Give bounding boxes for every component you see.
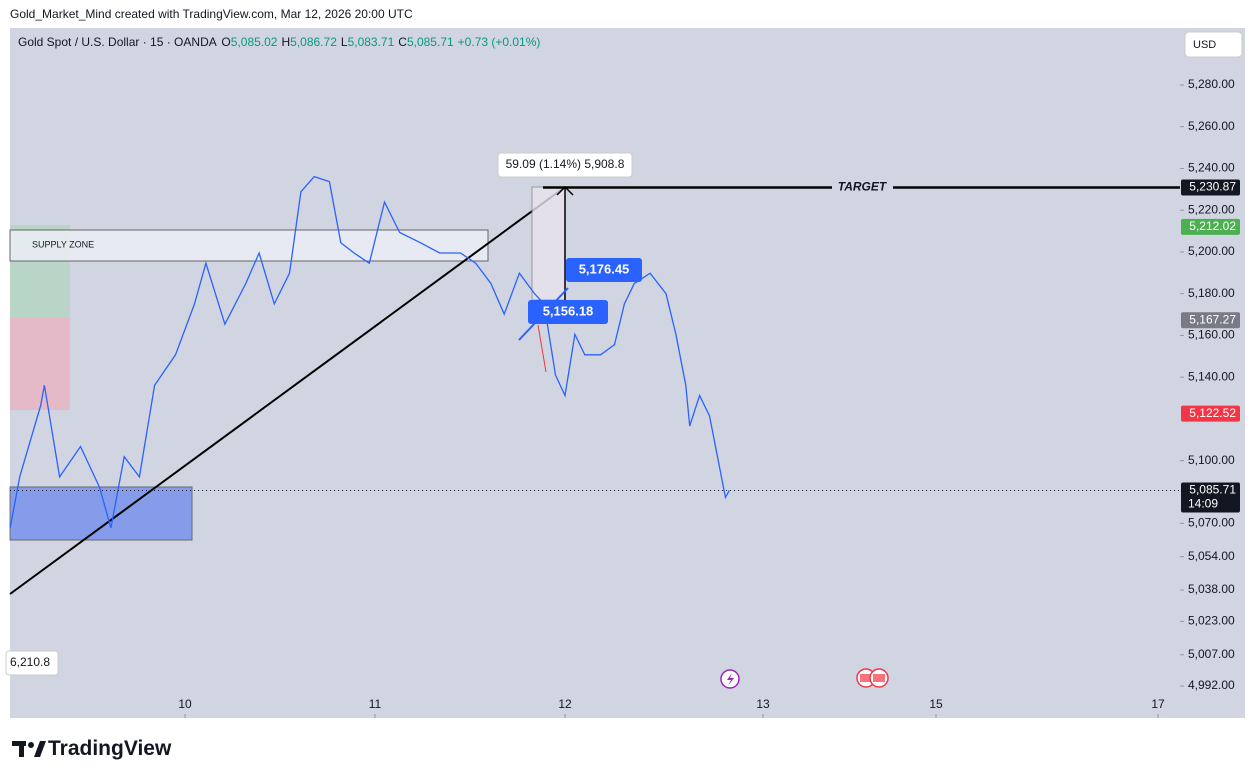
price-label: 5,212.02 xyxy=(1189,219,1236,233)
callout-box xyxy=(528,300,608,324)
callout-box xyxy=(566,258,642,282)
ohlc-key: H xyxy=(281,35,291,49)
price-label-box xyxy=(1181,312,1240,329)
brand: TradingView xyxy=(48,737,172,760)
callout-label: 5,176.45 xyxy=(579,261,630,276)
event-icon xyxy=(727,673,734,686)
ohlc-key: O xyxy=(221,35,231,49)
y-tick-label: 5,100.00 xyxy=(1188,453,1235,467)
ohlc-key: C xyxy=(398,35,407,49)
y-tick-label: 5,240.00 xyxy=(1188,161,1235,175)
symbol: Gold Spot / U.S. Dollar · 15 · OANDA xyxy=(18,35,217,49)
red-arrow xyxy=(537,324,547,373)
y-tick-label: 5,007.00 xyxy=(1188,647,1235,661)
y-tick-label: 5,260.00 xyxy=(1188,119,1235,133)
price-label: 5,167.27 xyxy=(1189,312,1236,326)
ohlc-value: 5,085.02 xyxy=(230,35,278,49)
y-tick-label: 5,054.00 xyxy=(1188,549,1235,563)
x-tick-label: 17 xyxy=(1151,697,1165,711)
measure-label: 59.09 (1.14%) 5,908.8 xyxy=(506,157,625,171)
y-tick-label: 4,992.00 xyxy=(1188,678,1235,692)
price-label: 5,230.87 xyxy=(1189,180,1236,194)
measure-box xyxy=(531,186,566,301)
ohlc-value: 5,083.71 xyxy=(347,35,395,49)
supply-zone xyxy=(9,229,489,262)
x-tick-label: 11 xyxy=(369,697,382,711)
x-tick-label: 10 xyxy=(178,697,192,711)
ohlc-key: L xyxy=(340,35,348,49)
y-tick-label: 5,160.00 xyxy=(1188,328,1235,342)
symbol-legend: Gold Spot / U.S. Dollar · 15 · OANDA O5,… xyxy=(18,35,544,49)
trend-line xyxy=(9,186,566,595)
price-label: 5,085.71 xyxy=(1189,483,1236,497)
y-tick-label: 5,038.00 xyxy=(1188,582,1235,596)
demand-zone xyxy=(9,486,193,541)
y-tick-label: 5,140.00 xyxy=(1188,369,1235,383)
countdown: 14:09 xyxy=(1188,497,1218,511)
price-label-box xyxy=(1181,482,1240,513)
chart-pane xyxy=(10,28,1245,718)
currency-label: USD xyxy=(1193,39,1216,51)
x-tick-label: 12 xyxy=(558,697,572,711)
callout-label: 5,156.18 xyxy=(543,303,594,318)
y-tick-label: 5,070.00 xyxy=(1188,515,1235,529)
measure-label-box xyxy=(497,152,633,178)
event-flag xyxy=(860,674,872,682)
price-label: 5,122.52 xyxy=(1189,406,1236,420)
change: +0.73 (+0.01%) xyxy=(457,35,541,49)
left-price-box xyxy=(5,650,59,676)
x-tick-label: 15 xyxy=(929,697,943,711)
target-label: TARGET xyxy=(838,180,888,194)
y-tick-label: 5,220.00 xyxy=(1188,202,1235,216)
event-flag xyxy=(873,674,885,682)
price-label-box xyxy=(1181,179,1240,196)
price-label-box xyxy=(1181,218,1240,235)
y-tick-label: 5,280.00 xyxy=(1188,77,1235,91)
header: Gold_Market_Mind created with TradingVie… xyxy=(10,7,413,21)
price-line xyxy=(9,175,730,529)
left-price-label: 6,210.8 xyxy=(10,655,50,669)
supply-zone-label: SUPPLY ZONE xyxy=(32,239,94,249)
red-zone xyxy=(10,318,70,410)
currency-button[interactable] xyxy=(1184,31,1243,58)
ohlc-value: 5,086.72 xyxy=(290,35,337,49)
y-tick-label: 5,200.00 xyxy=(1188,244,1235,258)
ohlc-value: 5,085.71 xyxy=(406,35,454,49)
brand-logo xyxy=(12,741,46,757)
x-tick-label: 13 xyxy=(756,697,770,711)
y-tick-label: 5,180.00 xyxy=(1188,286,1235,300)
y-tick-label: 5,023.00 xyxy=(1188,614,1235,628)
price-label-box xyxy=(1181,405,1240,422)
